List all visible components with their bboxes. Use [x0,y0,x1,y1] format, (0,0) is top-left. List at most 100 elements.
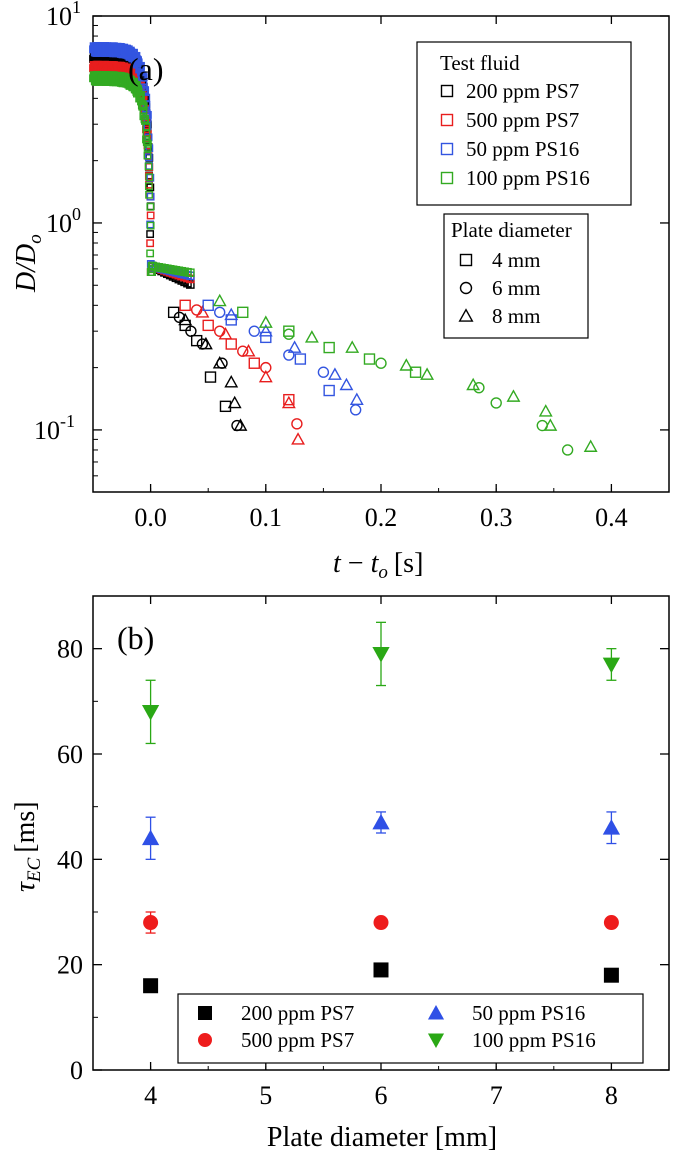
series-200-ppm-ps7 [89,51,248,432]
data-point-triangle [538,404,553,417]
curve-marker [145,190,153,199]
data-point-triangle [349,392,364,405]
curve-marker [144,153,153,162]
data-point-circle [490,397,502,409]
legend-plate-label: 6 mm [492,276,540,300]
data-point-triangle [224,307,239,321]
y-tick-label: 100 [46,204,81,238]
series-200-ppm-ps7 [143,962,619,994]
legend-label: 100 ppm PS16 [472,1028,596,1052]
data-point-triangle [212,293,227,307]
panel-b-x-axis-label: Plate diameter [mm] [267,1122,497,1153]
curve-marker [142,122,151,131]
data-point [141,829,160,846]
legend-marker [440,142,454,156]
legend-plate-label: 8 mm [492,304,540,328]
data-point-triangle [281,395,296,409]
data-point-triangle [583,439,598,452]
panel-b-legend-entries: 200 ppm PS7 500 ppm PS7 50 ppm PS16 100 ppm… [198,1001,596,1052]
panel-b-y-axis-label: τEC[ms] [10,801,45,892]
data-point-triangle [212,356,227,369]
data-point-triangle [466,377,481,391]
curve-marker [146,249,155,258]
data-point-triangle [506,389,521,402]
x-tick-label: 8 [605,1081,618,1110]
data-point [602,819,621,835]
x-tick-label: 7 [490,1081,503,1110]
data-point [143,915,159,931]
data-point-square [323,384,335,397]
curve-marker [146,192,155,201]
data-point-circle [317,366,330,378]
legend-marker [440,171,454,185]
data-point-circle [561,444,574,456]
data-point-square [225,338,237,350]
curve-marker [146,211,155,220]
data-point-triangle [339,377,354,391]
legend-fluid-title: Test fluid [440,51,520,75]
data-point-triangle [198,336,213,350]
data-point-square [248,357,260,369]
data-point-square [179,319,191,332]
y-tick-label: 60 [57,740,83,769]
legend-plate-label: 4 mm [492,248,540,272]
panel-a-plate-legend-frame [443,213,589,339]
y-tick-label: 20 [57,951,83,980]
data-point-circle [190,304,203,316]
curve-marker [146,221,155,230]
series-50-ppm-ps16 [141,811,621,860]
curve-marker [142,129,151,138]
data-point-triangle [291,432,305,445]
legend-marker [427,1004,445,1020]
data-point [603,915,619,931]
data-point [603,967,619,983]
data-point-circle [473,381,485,394]
data-point-circle [173,311,186,324]
panel-b-legend-frame [177,993,644,1064]
data-point-triangle [304,330,319,343]
data-point-triangle [345,340,360,353]
data-point-square [283,325,295,337]
data-point-triangle [195,305,210,318]
legend-marker [440,84,454,98]
data-point [372,813,390,830]
series-500-ppm-ps7 [89,60,305,445]
x-tick-label: 0.0 [134,503,167,532]
panel-b-legend: 200 ppm PS7 500 ppm PS7 50 ppm PS16 100 ppm… [177,993,644,1064]
curve-marker [137,72,146,81]
data-point-circle [248,325,260,337]
data-point-triangle [543,418,558,431]
panel-a-x-axis-label: t − to [s] [333,548,423,583]
data-point-circle [283,328,295,340]
data-point-triangle [287,340,302,353]
data-point-square [202,299,214,312]
data-point-triangle [420,367,435,380]
x-tick-label: 4 [144,1081,157,1110]
data-point [143,978,159,994]
data-point-square [237,306,249,319]
x-tick-label: 6 [375,1081,388,1110]
y-tick-label: 101 [46,0,81,31]
panel-a-ticks: 0.0 0.1 0.2 0.3 0.4 101 100 10-1 [34,0,670,532]
data-point [141,704,160,721]
curve-marker [139,102,148,110]
data-point-square [179,299,191,312]
curve-marker [143,151,152,160]
y-tick-label: 0 [70,1056,83,1085]
data-point-square [204,371,217,383]
x-tick-label: 0.1 [250,503,283,532]
data-point-square [219,400,232,413]
y-tick-label: 80 [57,635,83,664]
curve-marker [136,64,145,72]
curve-marker [143,143,152,152]
curve-marker [146,239,155,248]
data-point-triangle [258,369,273,383]
data-point-square [409,366,422,378]
legend-label: 50 ppm PS16 [466,137,579,161]
legend-plate-marker [459,253,473,267]
data-point-circle [375,357,387,369]
legend-plate-marker [458,308,474,322]
curve-marker [144,182,153,191]
